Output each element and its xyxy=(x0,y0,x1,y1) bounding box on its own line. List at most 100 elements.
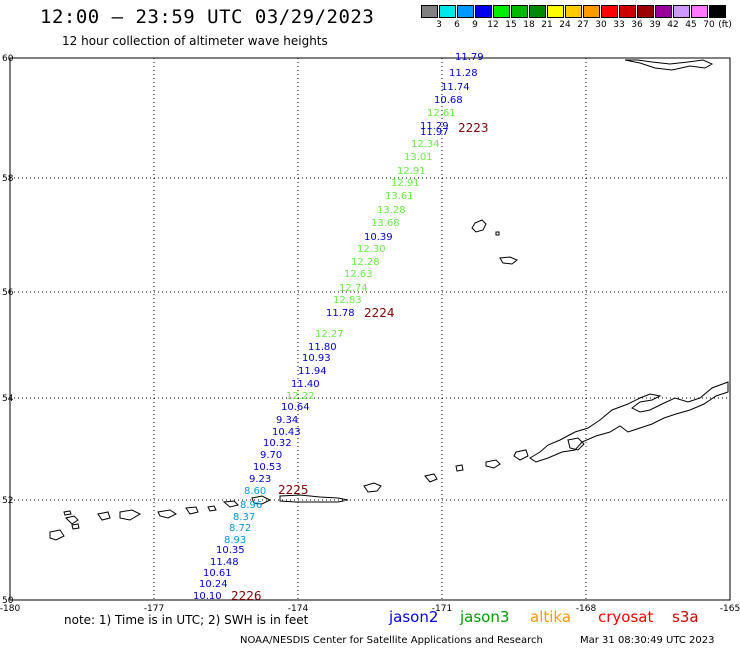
satellite-legend-jason3: jason3 xyxy=(460,608,510,626)
lon-tick-label: -171 xyxy=(432,604,452,614)
colorbar-swatch xyxy=(493,5,510,18)
island-outline xyxy=(185,506,199,515)
island-outline xyxy=(455,464,464,472)
wave-height-value: 10.68 xyxy=(434,95,463,106)
wave-height-value: 10.61 xyxy=(203,568,232,579)
colorbar-label: 33 xyxy=(613,20,625,30)
wave-height-value: 10.53 xyxy=(253,462,282,473)
generated-timestamp: Mar 31 08:30:49 UTC 2023 xyxy=(580,635,715,646)
wave-height-value: 10.39 xyxy=(364,232,393,243)
wave-height-value: 11.94 xyxy=(298,366,327,377)
lon-tick-label: -165 xyxy=(720,604,740,614)
lon-tick-label: -177 xyxy=(144,604,164,614)
wave-height-value: 8.96 xyxy=(240,500,262,511)
wave-height-value: 8.72 xyxy=(229,523,251,534)
wave-height-value: 9.23 xyxy=(249,474,271,485)
pass-time-label: 2223 xyxy=(458,121,489,135)
colorbar-label: 6 xyxy=(454,20,460,30)
colorbar-swatch xyxy=(457,5,474,18)
wave-height-value: 12.74 xyxy=(339,283,368,294)
island-outline xyxy=(499,256,518,265)
axis-ticks: -180 -177 -174 -171 -168 -165 60 58 56 54 52 50 xyxy=(0,54,740,614)
map-title: 12:00 – 23:59 UTC 03/29/2023 xyxy=(40,6,375,28)
wave-height-value: 10.64 xyxy=(281,402,310,413)
colorbar-swatch xyxy=(529,5,546,18)
island-outline xyxy=(485,459,501,469)
island-outline xyxy=(495,231,500,236)
island-outline xyxy=(119,509,142,521)
graticule xyxy=(10,58,730,600)
colorbar-swatch xyxy=(637,5,654,18)
wave-height-value: 12.30 xyxy=(357,244,386,255)
wave-measurements: 11.79 11.28 11.74 10.68 12.61 11.2911.9712.34… xyxy=(193,52,484,602)
pass-time-label: 2224 xyxy=(364,306,395,320)
map-subtitle: 12 hour collection of altimeter wave hei… xyxy=(62,34,328,48)
colorbar-swatch xyxy=(709,5,726,18)
colorbar-label: 42 xyxy=(667,20,679,30)
lat-tick-label: 52 xyxy=(2,496,13,506)
colorbar-swatch xyxy=(673,5,690,18)
wave-height-value: 10.10 xyxy=(193,591,222,602)
wave-height-value: 13.28 xyxy=(377,205,406,216)
colorbar-label: 27 xyxy=(577,20,589,30)
colorbar-label: 21 xyxy=(541,20,553,30)
colorbar-swatch xyxy=(511,5,528,18)
wave-height-value: 13.68 xyxy=(371,218,400,229)
colorbar-label: 30 xyxy=(595,20,607,30)
island-outline xyxy=(71,523,80,530)
satellite-legend-s3a: s3a xyxy=(672,608,699,626)
wave-height-value: 10.32 xyxy=(263,438,292,449)
lat-tick-label: 58 xyxy=(2,174,14,184)
colorbar-label: 39 xyxy=(649,20,661,30)
wave-height-value: 12.34 xyxy=(411,139,440,150)
satellite-legend-cryosat: cryosat xyxy=(598,608,654,626)
island-outline xyxy=(63,510,72,516)
map-border xyxy=(9,57,731,601)
island-outline xyxy=(207,505,217,512)
map-frame xyxy=(9,57,731,601)
wave-height-value: 11.80 xyxy=(308,342,337,353)
island-outline xyxy=(529,381,729,463)
wave-height-value: 8.93 xyxy=(224,535,246,546)
colorbar-swatch xyxy=(439,5,456,18)
wave-height-value: 12.83 xyxy=(333,295,362,306)
colorbar-label: 15 xyxy=(505,20,517,30)
island-outline xyxy=(471,219,487,233)
wave-height-value: 11.28 xyxy=(449,68,478,79)
wave-height-value: 12.22 xyxy=(286,391,315,402)
wave-height-value: 12.28 xyxy=(351,257,380,268)
colorbar-label: 45 xyxy=(685,20,697,30)
wave-height-value: 10.35 xyxy=(216,545,245,556)
colorbar-label: 3 xyxy=(436,20,442,30)
wave-height-value: 11.29 xyxy=(420,121,449,132)
wave-height-value: 11.48 xyxy=(210,557,239,568)
wave-height-value: 12.91 xyxy=(391,178,420,189)
island-outline xyxy=(279,494,349,503)
lat-tick-label: 54 xyxy=(2,394,14,404)
island-outline xyxy=(157,509,177,519)
wave-height-value: 13.01 xyxy=(404,152,433,163)
colorbar-swatch xyxy=(619,5,636,18)
satellite-legend-jason2: jason2 xyxy=(389,608,439,626)
pass-time-label: 2225 xyxy=(278,483,309,497)
satellite-legend-altika: altika xyxy=(530,608,572,626)
island-outline xyxy=(97,511,111,521)
colorbar-unit: (ft) xyxy=(718,20,732,30)
island-outline xyxy=(363,482,382,493)
colorbar-label: 70 xyxy=(703,20,715,30)
wave-height-value: 13.61 xyxy=(385,191,414,202)
footer-note: note: 1) Time is in UTC; 2) SWH is in fe… xyxy=(64,613,309,627)
wave-height-value: 11.78 xyxy=(326,308,355,319)
wave-height-value: 11.74 xyxy=(441,82,470,93)
wave-height-value: 10.43 xyxy=(272,427,301,438)
island-outline xyxy=(251,495,272,505)
colorbar-label: 9 xyxy=(472,20,478,30)
wave-height-value: 11.40 xyxy=(291,379,320,390)
island-outline xyxy=(567,437,585,451)
colorbar-swatch xyxy=(583,5,600,18)
colorbar-label: 12 xyxy=(487,20,499,30)
island-outline xyxy=(65,515,79,525)
pass-time-label: 2226 xyxy=(231,589,262,603)
wave-height-value: 12.63 xyxy=(344,269,373,280)
